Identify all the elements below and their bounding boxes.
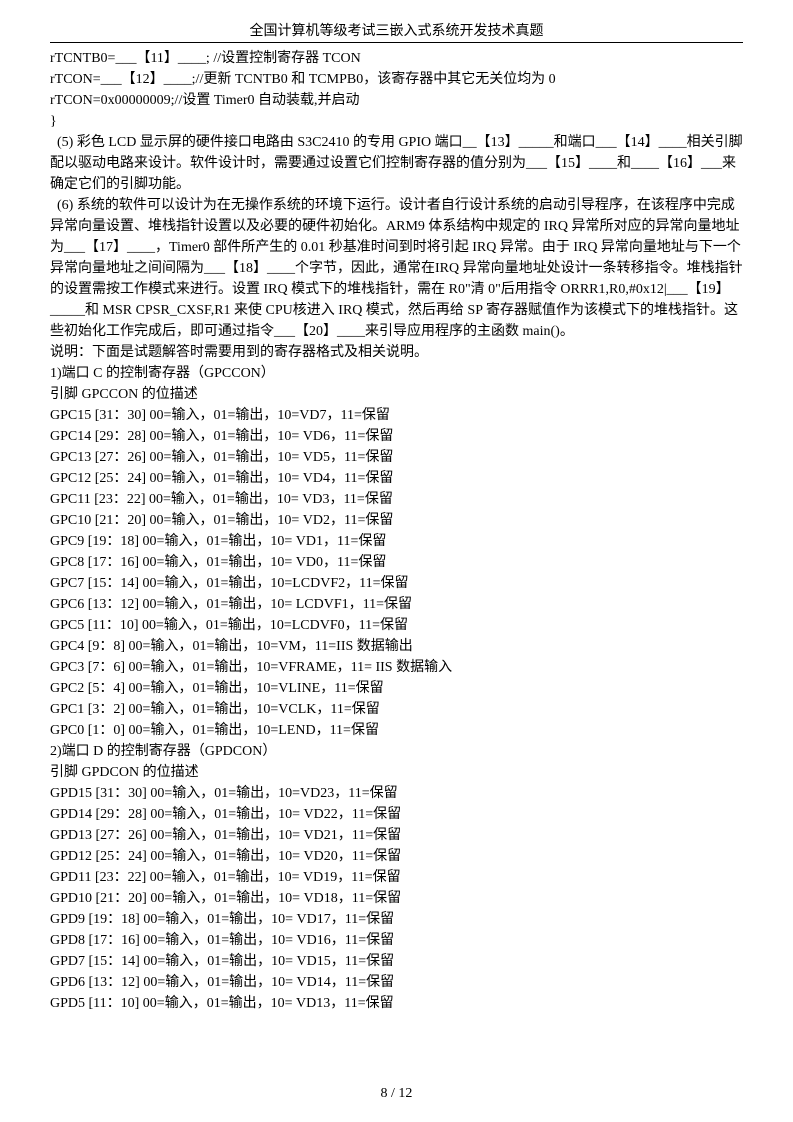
page-header: 全国计算机等级考试三嵌入式系统开发技术真题 [50,20,743,43]
gpc-line: GPC5 [11：10] 00=输入，01=输出，10=LCDVF0，11=保留 [50,615,743,636]
gpd-line: GPD5 [11：10] 00=输入，01=输出，10= VD13，11=保留 [50,993,743,1014]
page-footer: 8 / 12 [0,1086,793,1102]
paragraph-text: 引脚 GPCCON 的位描述 [50,384,743,405]
paragraph-text: (5) 彩色 LCD 显示屏的硬件接口电路由 S3C2410 的专用 GPIO … [50,132,743,195]
gpc-line: GPC3 [7：6] 00=输入，01=输出，10=VFRAME，11= IIS… [50,657,743,678]
gpd-line: GPD14 [29：28] 00=输入，01=输出，10= VD22，11=保留 [50,804,743,825]
gpc-line: GPC14 [29：28] 00=输入，01=输出，10= VD6，11=保留 [50,426,743,447]
gpc-line: GPC15 [31：30] 00=输入，01=输出，10=VD7，11=保留 [50,405,743,426]
gpc-line: GPC0 [1：0] 00=输入，01=输出，10=LEND，11=保留 [50,720,743,741]
code-line: rTCON=0x00000009;//设置 Timer0 自动装载,并启动 [50,90,743,111]
gpc-line: GPC4 [9：8] 00=输入，01=输出，10=VM，11=IIS 数据输出 [50,636,743,657]
gpc-line: GPC11 [23：22] 00=输入，01=输出，10= VD3，11=保留 [50,489,743,510]
gpd-line: GPD8 [17：16] 00=输入，01=输出，10= VD16，11=保留 [50,930,743,951]
code-line: rTCON=___【12】____;//更新 TCNTB0 和 TCMPB0，该… [50,69,743,90]
gpd-header: 引脚 GPDCON 的位描述 [50,762,743,783]
gpd-line: GPD7 [15：14] 00=输入，01=输出，10= VD15，11=保留 [50,951,743,972]
gpc-line: GPC8 [17：16] 00=输入，01=输出，10= VD0，11=保留 [50,552,743,573]
code-line: rTCNTB0=___【11】____; //设置控制寄存器 TCON [50,48,743,69]
gpc-line: GPC7 [15：14] 00=输入，01=输出，10=LCDVF2，11=保留 [50,573,743,594]
gpc-line: GPC1 [3：2] 00=输入，01=输出，10=VCLK，11=保留 [50,699,743,720]
gpd-line: GPD11 [23：22] 00=输入，01=输出，10= VD19，11=保留 [50,867,743,888]
code-line: } [50,111,743,132]
gpc-line: GPC10 [21：20] 00=输入，01=输出，10= VD2，11=保留 [50,510,743,531]
header-title: 全国计算机等级考试三嵌入式系统开发技术真题 [250,24,544,39]
paragraph-text: (6) 系统的软件可以设计为在无操作系统的环境下运行。设计者自行设计系统的启动引… [50,195,743,342]
gpc-line: GPC12 [25：24] 00=输入，01=输出，10= VD4，11=保留 [50,468,743,489]
gpd-line: GPD6 [13：12] 00=输入，01=输出，10= VD14，11=保留 [50,972,743,993]
gpc-line: GPC6 [13：12] 00=输入，01=输出，10= LCDVF1，11=保… [50,594,743,615]
gpd-line: GPD15 [31：30] 00=输入，01=输出，10=VD23，11=保留 [50,783,743,804]
gpd-line: GPD12 [25：24] 00=输入，01=输出，10= VD20，11=保留 [50,846,743,867]
gpd-header: 2)端口 D 的控制寄存器（GPDCON） [50,741,743,762]
gpc-line: GPC13 [27：26] 00=输入，01=输出，10= VD5，11=保留 [50,447,743,468]
document-content: rTCNTB0=___【11】____; //设置控制寄存器 TCON rTCO… [50,48,743,1014]
paragraph-text: 1)端口 C 的控制寄存器（GPCCON） [50,363,743,384]
gpd-line: GPD10 [21：20] 00=输入，01=输出，10= VD18，11=保留 [50,888,743,909]
gpc-line: GPC9 [19：18] 00=输入，01=输出，10= VD1，11=保留 [50,531,743,552]
paragraph-text: 说明：下面是试题解答时需要用到的寄存器格式及相关说明。 [50,342,743,363]
gpc-line: GPC2 [5：4] 00=输入，01=输出，10=VLINE，11=保留 [50,678,743,699]
gpd-line: GPD13 [27：26] 00=输入，01=输出，10= VD21，11=保留 [50,825,743,846]
page-number: 8 / 12 [381,1086,413,1101]
gpd-line: GPD9 [19：18] 00=输入，01=输出，10= VD17，11=保留 [50,909,743,930]
